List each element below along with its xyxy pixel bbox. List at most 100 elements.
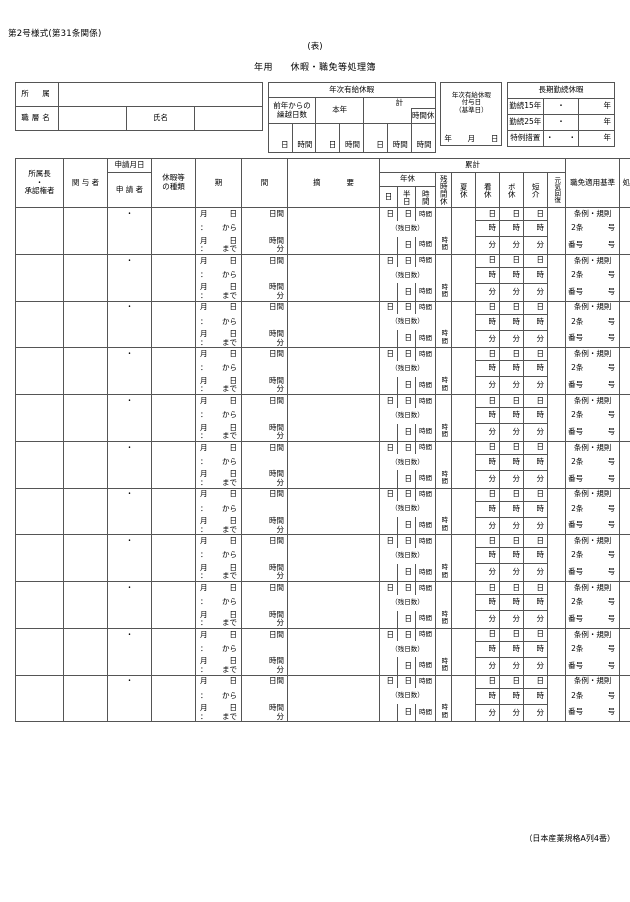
cell-remarks[interactable]: [287, 207, 380, 255]
cell-apply-date[interactable]: ・: [107, 487, 152, 501]
cell-period-from[interactable]: ：から: [195, 594, 242, 611]
cell-period-end[interactable]: 月日 ：まで: [195, 236, 242, 255]
cell-shortcare-hour[interactable]: 時: [523, 453, 548, 471]
cell-nursing-hour[interactable]: 時: [475, 500, 500, 518]
cell-annual-remain-day[interactable]: 日: [397, 563, 416, 582]
cell-annual-halfday[interactable]: 日: [397, 394, 416, 408]
cell-period-from[interactable]: ：から: [195, 314, 242, 330]
cell-period-from[interactable]: ：から: [195, 360, 242, 377]
cell-period-end[interactable]: 月日 ：まで: [195, 470, 242, 489]
cell-period-from[interactable]: ：から: [195, 454, 242, 471]
cell-annual-remain-blank[interactable]: [379, 423, 398, 442]
cell-duration-days[interactable]: 日間: [241, 253, 288, 268]
cell-period-end[interactable]: 月日 ：まで: [195, 657, 242, 676]
cell-annual-remain-day[interactable]: 日: [397, 517, 416, 536]
cell-period-from[interactable]: ：から: [195, 547, 242, 564]
cell-exemption-line1[interactable]: 条例・規則: [565, 394, 621, 408]
cell-leave-type[interactable]: [151, 207, 196, 255]
cell-clerk[interactable]: [619, 300, 630, 349]
cell-nursing-minute[interactable]: 分: [475, 423, 500, 442]
cell-nursing-hour[interactable]: 時: [475, 360, 500, 378]
cell-clerk[interactable]: [619, 581, 630, 629]
cell-exemption-line2[interactable]: 2条号: [565, 220, 621, 237]
cell-refresh[interactable]: [546, 581, 567, 629]
cell-exemption-line1[interactable]: 条例・規則: [565, 440, 621, 455]
cell-shortcare-day[interactable]: 日: [523, 207, 548, 221]
cell-exemption-line2[interactable]: 2条号: [565, 314, 621, 330]
cell-volunteer-day[interactable]: 日: [499, 440, 524, 455]
cell-leave-type[interactable]: [151, 394, 196, 442]
cell-volunteer-hour[interactable]: 時: [499, 313, 524, 331]
cell-refresh[interactable]: [546, 207, 567, 255]
cell-approver[interactable]: [15, 300, 64, 349]
cell-shortcare-day[interactable]: 日: [523, 581, 548, 595]
cell-summer[interactable]: [451, 207, 476, 255]
cell-period-from[interactable]: ：から: [195, 267, 242, 284]
cell-shortcare-minute[interactable]: 分: [523, 563, 548, 582]
carry-hour-value[interactable]: [291, 123, 317, 138]
cell-refresh[interactable]: [546, 627, 567, 676]
cell-nursing-day[interactable]: 日: [475, 627, 500, 642]
cell-nursing-day[interactable]: 日: [475, 581, 500, 595]
cell-shortcare-minute[interactable]: 分: [523, 376, 548, 395]
cell-approver[interactable]: [15, 487, 64, 536]
grant-date-value[interactable]: 年 月 日: [440, 123, 503, 146]
cell-shortcare-minute[interactable]: 分: [523, 516, 548, 536]
cell-remarks[interactable]: [287, 487, 380, 536]
cell-applicant[interactable]: [107, 641, 152, 658]
cell-period-start[interactable]: 月日: [195, 534, 242, 548]
long-service-dots-1[interactable]: ・: [542, 114, 580, 131]
cell-applicant[interactable]: [107, 407, 152, 424]
cell-annual-remain-hour[interactable]: 時間: [415, 657, 436, 676]
cell-apply-date[interactable]: ・: [107, 300, 152, 314]
cell-volunteer-day[interactable]: 日: [499, 253, 524, 268]
cell-shortcare-hour[interactable]: 時: [523, 360, 548, 378]
cell-leave-type[interactable]: [151, 440, 196, 489]
cell-annual-remain-hour[interactable]: 時間: [415, 283, 436, 302]
cell-volunteer-hour[interactable]: 時: [499, 220, 524, 237]
cell-clerk[interactable]: [619, 207, 630, 255]
cell-shortcare-hour[interactable]: 時: [523, 266, 548, 284]
cell-apply-date[interactable]: ・: [107, 627, 152, 642]
cell-volunteer-minute[interactable]: 分: [499, 516, 524, 536]
cell-shortcare-day[interactable]: 日: [523, 347, 548, 362]
cell-annual-remain-hour[interactable]: 時間: [415, 704, 436, 723]
cell-period-end[interactable]: 月日 ：まで: [195, 329, 242, 349]
cell-remarks[interactable]: [287, 627, 380, 676]
cell-volunteer-day[interactable]: 日: [499, 534, 524, 549]
cell-volunteer-day[interactable]: 日: [499, 207, 524, 221]
cell-shortcare-minute[interactable]: 分: [523, 656, 548, 676]
cell-annual-hour[interactable]: 時間: [415, 581, 436, 595]
cell-annual-halfday[interactable]: 日: [397, 440, 416, 455]
cell-annual-remain-blank[interactable]: [379, 470, 398, 489]
cell-nursing-day[interactable]: 日: [475, 534, 500, 549]
cell-annual-day[interactable]: 日: [379, 347, 398, 361]
cell-shortcare-minute[interactable]: 分: [523, 423, 548, 442]
cell-involved[interactable]: [63, 347, 108, 395]
cell-nursing-day[interactable]: 日: [475, 207, 500, 221]
cell-annual-halfday[interactable]: 日: [397, 627, 416, 642]
cell-volunteer-minute[interactable]: 分: [499, 329, 524, 349]
cell-exemption-line1[interactable]: 条例・規則: [565, 534, 621, 548]
cell-refresh[interactable]: [546, 394, 567, 442]
cell-nursing-minute[interactable]: 分: [475, 329, 500, 349]
cell-exemption-line2[interactable]: 2条号: [565, 547, 621, 564]
cell-clerk[interactable]: [619, 347, 630, 395]
cell-applicant[interactable]: [107, 314, 152, 330]
cell-approver[interactable]: [15, 627, 64, 676]
cell-volunteer-hour[interactable]: 時: [499, 360, 524, 378]
cell-shortcare-minute[interactable]: 分: [523, 469, 548, 489]
cell-annual-hour[interactable]: 時間: [415, 253, 436, 268]
cell-annual-remain-blank[interactable]: [379, 610, 398, 629]
cell-period-start[interactable]: 月日: [195, 207, 242, 221]
long-service-dots-2[interactable]: ・ ・: [542, 130, 580, 147]
cell-shortcare-hour[interactable]: 時: [523, 313, 548, 331]
cell-approver[interactable]: [15, 440, 64, 489]
cell-volunteer-minute[interactable]: 分: [499, 282, 524, 302]
cell-duration-hm[interactable]: 時間分: [241, 283, 288, 302]
cell-involved[interactable]: [63, 581, 108, 629]
cell-annual-remain-hour[interactable]: 時間: [415, 610, 436, 629]
cell-shortcare-day[interactable]: 日: [523, 534, 548, 549]
cell-exemption-line3[interactable]: 番号号: [565, 376, 621, 395]
cell-volunteer-minute[interactable]: 分: [499, 423, 524, 442]
